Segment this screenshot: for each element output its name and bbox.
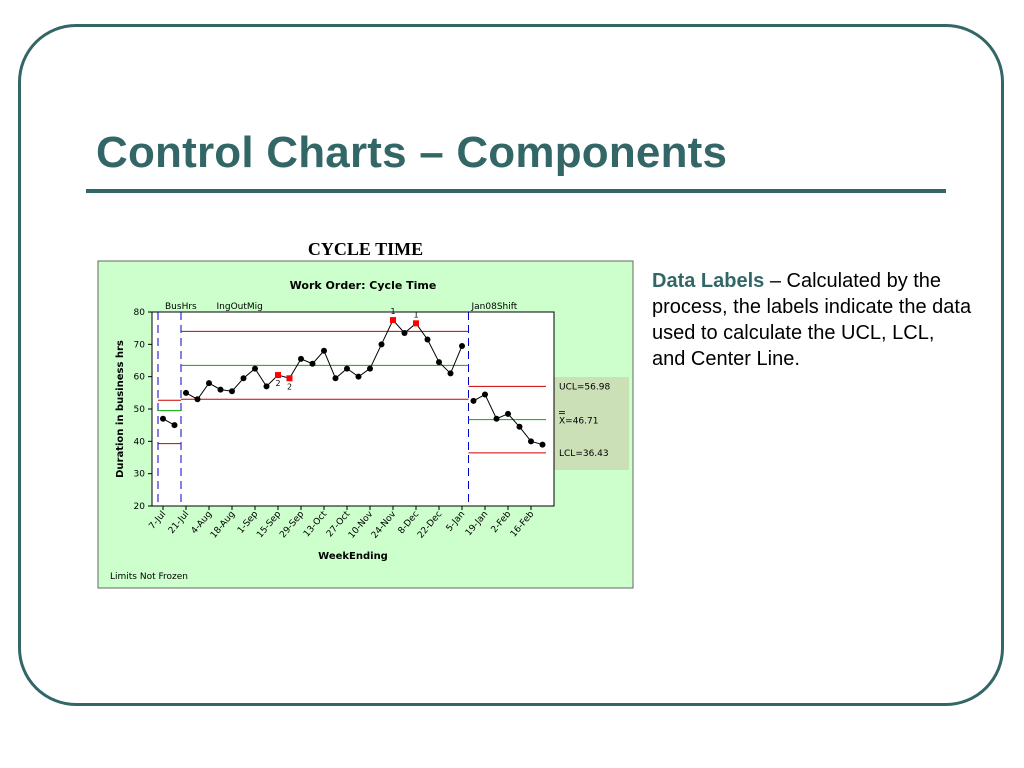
test-flag-label: 2 bbox=[275, 379, 280, 388]
data-point bbox=[447, 370, 454, 377]
y-tick-label: 30 bbox=[134, 470, 146, 480]
center-label: X=46.71 bbox=[559, 417, 598, 427]
data-point bbox=[206, 380, 212, 387]
test-flag-label: 2 bbox=[287, 382, 292, 391]
flagged-data-point bbox=[286, 375, 293, 382]
data-point bbox=[252, 365, 258, 372]
data-point bbox=[516, 423, 523, 430]
data-labels-body: – Calculated by the process, the labels … bbox=[652, 270, 972, 370]
y-tick-label: 40 bbox=[134, 437, 146, 447]
data-point bbox=[539, 441, 546, 448]
data-point bbox=[160, 415, 166, 422]
ucl-label: UCL=56.98 bbox=[559, 382, 610, 392]
phase-label: Jan08Shift bbox=[471, 302, 518, 312]
y-tick-label: 60 bbox=[134, 373, 146, 383]
data-point bbox=[482, 391, 488, 398]
lcl-label: LCL=36.43 bbox=[559, 449, 609, 459]
flagged-data-point bbox=[390, 317, 396, 324]
test-flag-label: 1 bbox=[390, 307, 395, 316]
data-point bbox=[424, 336, 431, 343]
data-point bbox=[298, 355, 304, 362]
y-tick-label: 50 bbox=[134, 405, 146, 415]
data-point bbox=[493, 415, 500, 422]
data-point bbox=[229, 388, 235, 395]
chart-title: Work Order: Cycle Time bbox=[290, 279, 437, 292]
data-labels-heading: Data Labels bbox=[652, 270, 765, 292]
x-axis-label: WeekEnding bbox=[318, 551, 388, 562]
data-point bbox=[367, 365, 373, 372]
slide-title: Control Charts – Components bbox=[96, 128, 728, 177]
title-underline bbox=[86, 189, 946, 193]
data-point bbox=[505, 410, 511, 417]
data-point bbox=[240, 375, 247, 382]
data-point bbox=[321, 347, 327, 354]
flagged-data-point bbox=[413, 320, 419, 327]
y-tick-label: 80 bbox=[134, 308, 146, 318]
chart-caption: CYCLE TIME bbox=[307, 239, 424, 259]
data-point bbox=[378, 341, 385, 348]
plot-area bbox=[151, 311, 555, 507]
flagged-data-point bbox=[275, 372, 281, 379]
phase-label: BusHrs bbox=[165, 302, 197, 312]
data-point bbox=[332, 375, 339, 382]
data-point bbox=[401, 330, 408, 337]
data-point bbox=[183, 389, 189, 396]
data-point bbox=[194, 396, 201, 403]
data-point bbox=[309, 360, 316, 367]
data-point bbox=[459, 342, 465, 349]
limits-label-box bbox=[554, 377, 629, 470]
data-point bbox=[528, 438, 534, 445]
data-point bbox=[217, 386, 224, 393]
data-labels-description: Data Labels – Calculated by the process,… bbox=[652, 268, 972, 372]
slide-frame bbox=[18, 24, 1004, 706]
data-point bbox=[470, 397, 477, 404]
data-point bbox=[344, 365, 350, 372]
data-point bbox=[263, 383, 270, 390]
phase-label: IngOutMig bbox=[217, 302, 263, 312]
y-tick-label: 70 bbox=[134, 340, 146, 350]
data-point bbox=[171, 422, 178, 429]
y-axis-label: Duration in business hrs bbox=[115, 340, 126, 478]
test-flag-label: 1 bbox=[413, 310, 418, 319]
data-point bbox=[436, 359, 442, 366]
y-tick-label: 20 bbox=[134, 502, 146, 512]
chart-footnote: Limits Not Frozen bbox=[110, 572, 188, 582]
data-point bbox=[355, 373, 362, 380]
